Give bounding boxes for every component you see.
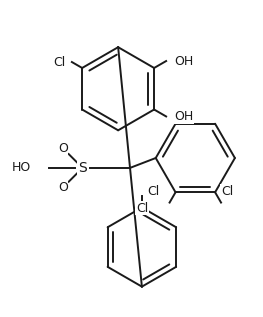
Text: OH: OH xyxy=(174,55,193,68)
Text: Cl: Cl xyxy=(221,184,233,197)
Text: Cl: Cl xyxy=(136,202,148,215)
Text: Cl: Cl xyxy=(54,55,66,68)
Text: S: S xyxy=(78,161,87,175)
Text: O: O xyxy=(58,142,68,155)
Text: HO: HO xyxy=(12,161,31,174)
Text: OH: OH xyxy=(174,110,193,123)
Text: Cl: Cl xyxy=(148,184,160,197)
Text: O: O xyxy=(58,181,68,194)
